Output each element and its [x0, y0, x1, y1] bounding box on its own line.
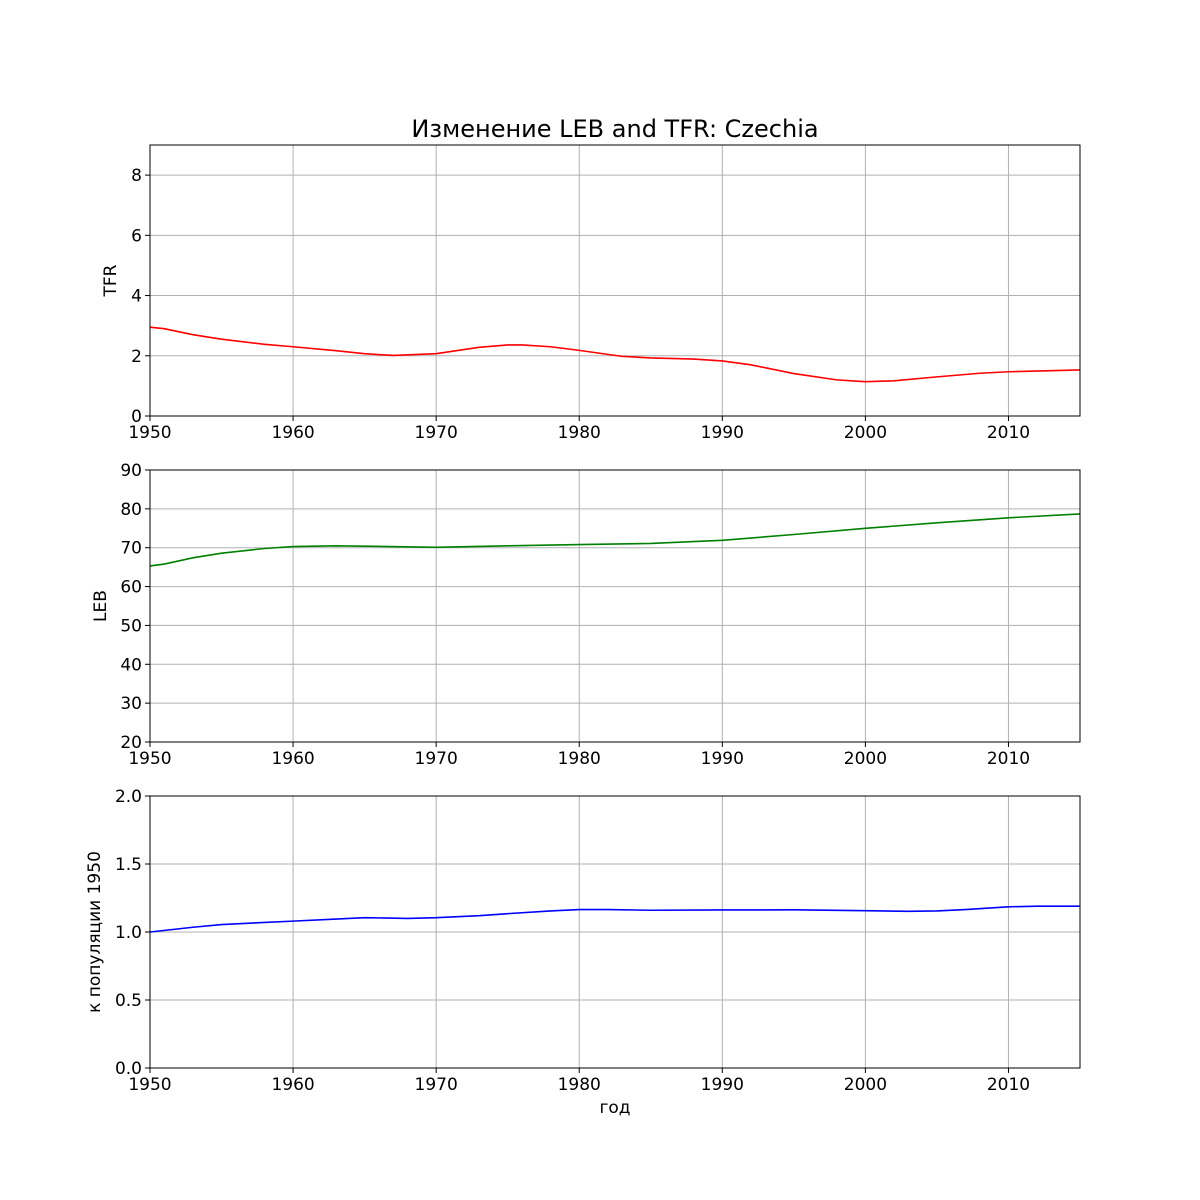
- y-tick-label: 60: [120, 578, 142, 598]
- x-tick-label: 1960: [271, 749, 314, 769]
- x-tick-label: 2010: [987, 1075, 1030, 1095]
- subplot-3: 1950 1960 1970 1980 1990 2000 2010 0.0 0.5 1.0 1.5…: [85, 787, 1081, 1118]
- subplot-panels: 1950 1960 1970 1980 1990 2000 201002468TFR1950…: [85, 144, 1081, 1118]
- subplot-2: 1950 1960 1970 1980 1990 2000 2010 20 30 40 50 60 70…: [91, 461, 1081, 769]
- x-tick-label: 1990: [701, 423, 744, 443]
- y-tick-label: 80: [120, 500, 142, 520]
- y-tick-label: 70: [120, 539, 142, 559]
- y-tick-label: 0.0: [115, 1059, 142, 1079]
- x-tick-label: 1950: [128, 1075, 171, 1095]
- series-line-1: [149, 326, 1081, 383]
- x-tick-label: 2010: [987, 423, 1030, 443]
- x-tick-label: 2000: [844, 423, 887, 443]
- x-tick-label: 1950: [128, 423, 171, 443]
- plot-frame: [149, 469, 1081, 743]
- x-tick-label: 1990: [701, 749, 744, 769]
- series-line-3: [149, 905, 1080, 933]
- y-tick-label: 2: [131, 347, 142, 367]
- y-tick-label: 50: [120, 616, 142, 636]
- x-tick-label: 1980: [558, 1075, 601, 1095]
- x-tick-label: 1990: [701, 1075, 744, 1095]
- y-tick-label: 40: [120, 655, 142, 675]
- x-tick-label: 2000: [844, 749, 887, 769]
- y-tick-label: 90: [120, 461, 142, 481]
- y-tick-label: 1.0: [115, 923, 142, 943]
- y-tick-label: 0: [131, 407, 142, 427]
- x-tick-label: 1960: [271, 423, 314, 443]
- x-tick-label: 1970: [415, 1075, 458, 1095]
- y-tick-label: 1.5: [115, 855, 142, 875]
- y-tick-label: 30: [120, 694, 142, 714]
- x-tick-label: 1970: [415, 423, 458, 443]
- x-tick-label: 1970: [415, 749, 458, 769]
- plot-frame: [149, 144, 1081, 417]
- x-axis-label: год: [599, 1098, 630, 1118]
- subplot-1: 1950 1960 1970 1980 1990 2000 2010 0 2 4 6 8 TFR: [101, 144, 1081, 443]
- y-tick-label: 4: [131, 287, 142, 307]
- y-axis-label: к популяции 1950: [85, 851, 105, 1013]
- x-tick-label: 2010: [987, 749, 1030, 769]
- series-line-2: [149, 513, 1081, 567]
- y-axis-label: TFR: [101, 264, 121, 297]
- chart-title: Изменение LEB and TFR: Czechia: [411, 115, 818, 143]
- y-tick-label: 20: [120, 733, 142, 753]
- y-axis-label: LEB: [91, 590, 111, 622]
- y-tick-label: 0.5: [115, 991, 142, 1011]
- y-tick-label: 2.0: [115, 787, 142, 807]
- x-tick-label: 1980: [558, 423, 601, 443]
- x-tick-label: 1960: [271, 1075, 314, 1095]
- y-tick-label: 8: [131, 166, 142, 186]
- y-tick-label: 6: [131, 226, 142, 246]
- x-tick-label: 1980: [558, 749, 601, 769]
- x-tick-label: 2000: [844, 1075, 887, 1095]
- x-tick-label: 1950: [128, 749, 171, 769]
